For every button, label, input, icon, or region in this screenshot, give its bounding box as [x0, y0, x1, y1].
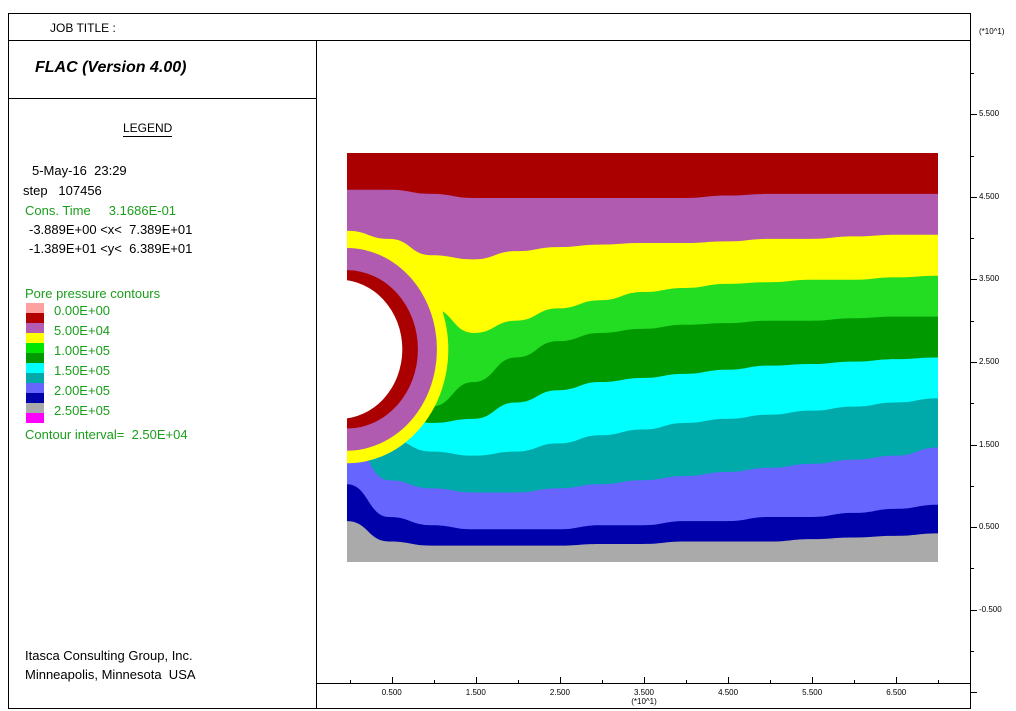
run-date: 5-May-16 23:29	[32, 163, 127, 178]
y-axis-tick	[971, 196, 977, 198]
colorbar-swatch	[26, 383, 44, 393]
colorbar-label: 1.00E+05	[54, 343, 111, 358]
legend-title: LEGEND	[123, 121, 173, 137]
x-axis-tick-label: 6.500	[886, 688, 907, 697]
colorbar-label: 5.00E+04	[54, 323, 111, 338]
x-axis-tick	[601, 680, 603, 683]
legend-panel: FLAC (Version 4.00) LEGEND 5-May-16 23:2…	[8, 41, 317, 709]
step-count: step 107456	[23, 183, 102, 198]
y-axis-tick	[971, 155, 974, 157]
x-axis-tick-label: 5.500	[802, 688, 823, 697]
contour-title: Pore pressure contours	[25, 286, 161, 301]
x-axis-line	[317, 683, 971, 684]
colorbar-swatch	[26, 323, 44, 333]
y-axis-tick	[971, 279, 977, 281]
colorbar-label: 2.50E+05	[54, 403, 111, 418]
contour-interval: Contour interval= 2.50E+04	[25, 427, 188, 442]
x-axis-tick	[433, 680, 435, 683]
y-axis-tick	[971, 320, 974, 322]
x-axis-tick-label: 1.500	[465, 688, 486, 697]
x-axis-tick	[770, 680, 772, 683]
colorbar-swatch	[26, 403, 44, 413]
colorbar-label: 0.00E+00	[54, 303, 111, 318]
company-line-2: Minneapolis, Minnesota USA	[25, 667, 196, 682]
y-axis-tick	[971, 362, 977, 363]
x-axis-tick	[854, 680, 856, 683]
y-axis: (*10^1) 5.500 4.500 3.500 2.500 1.500 0.500 -0…	[971, 13, 1016, 709]
contour-plot	[347, 153, 938, 562]
x-axis-tick	[517, 680, 519, 683]
x-axis-tick	[643, 677, 645, 683]
y-axis-tick-label: -0.500	[979, 604, 1002, 614]
colorbar-swatch	[26, 313, 44, 323]
x-axis-tick	[728, 677, 730, 683]
x-axis-tick	[391, 677, 393, 683]
colorbar-swatch	[26, 333, 44, 343]
y-axis-tick	[971, 609, 977, 611]
y-axis-tick	[971, 114, 977, 116]
version-label: FLAC (Version 4.00)	[35, 59, 187, 76]
y-axis-tick	[971, 527, 977, 529]
y-axis-tick	[971, 650, 974, 652]
cons-time: Cons. Time 3.1686E-01	[25, 203, 177, 218]
colorbar-swatch	[26, 363, 44, 373]
x-axis-tick	[686, 680, 688, 683]
y-axis-tick-label: 0.500	[979, 522, 1000, 532]
x-axis-scale-label: (*10^1)	[631, 697, 657, 706]
version-box: FLAC (Version 4.00)	[8, 41, 316, 99]
y-axis-tick-label: 1.500	[979, 439, 1000, 449]
x-axis-tick	[938, 680, 940, 683]
y-axis-tick	[971, 485, 974, 487]
x-axis-tick	[559, 677, 561, 683]
colorbar-swatch	[26, 393, 44, 403]
tunnel-opening	[347, 280, 403, 419]
company-line-1: Itasca Consulting Group, Inc.	[25, 648, 193, 663]
contour-band	[347, 521, 938, 562]
x-axis-tick-label: 2.500	[549, 688, 570, 697]
y-axis-tick	[971, 403, 974, 405]
y-axis-scale-label: (*10^1)	[979, 27, 1005, 36]
y-axis-tick	[971, 444, 977, 446]
x-axis-tick	[896, 677, 898, 683]
y-axis-tick-label: 3.500	[979, 274, 1000, 284]
y-axis-tick	[971, 692, 977, 694]
colorbar-label: 1.50E+05	[54, 363, 111, 378]
y-axis-tick-label: 4.500	[979, 191, 1000, 201]
colorbar-swatch	[26, 353, 44, 363]
colorbar-label: 2.00E+05	[54, 383, 111, 398]
y-range: -1.389E+01 <y< 6.389E+01	[29, 241, 193, 256]
y-axis-tick-label: 2.500	[979, 357, 1000, 366]
colorbar-swatch	[26, 343, 44, 353]
x-axis-tick-label: 0.500	[381, 688, 402, 697]
x-axis-tick-label: 3.500	[633, 688, 654, 697]
colorbar-swatch	[26, 303, 44, 313]
plot-frame	[8, 13, 971, 709]
y-axis-tick-label: 5.500	[979, 109, 1000, 119]
x-axis-tick	[475, 677, 477, 683]
y-axis-tick	[971, 73, 974, 75]
job-title-row: JOB TITLE :	[8, 13, 971, 41]
x-range: -3.889E+00 <x< 7.389E+01	[29, 222, 193, 237]
y-axis-tick	[971, 568, 974, 570]
colorbar-swatch	[26, 373, 44, 383]
y-axis-tick	[971, 238, 974, 240]
x-axis-tick	[349, 680, 351, 683]
x-axis-tick-label: 4.500	[718, 688, 739, 697]
contour-bands	[347, 153, 938, 562]
job-title: JOB TITLE :	[50, 21, 116, 35]
x-axis-tick	[812, 677, 814, 683]
colorbar-swatch	[26, 413, 44, 423]
